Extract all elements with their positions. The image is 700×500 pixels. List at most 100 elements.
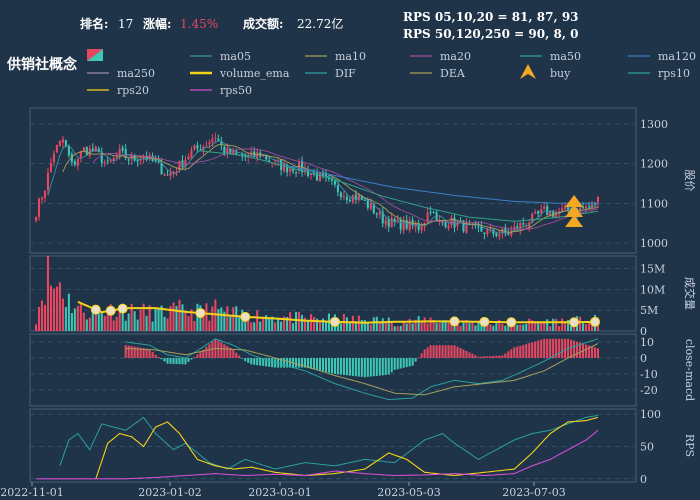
volume-bar — [501, 323, 504, 331]
legend-ma05: ma05 — [190, 50, 251, 63]
candle-body — [540, 209, 543, 214]
rps-tick-label: 0 — [640, 473, 647, 486]
volume-marker — [117, 303, 128, 314]
candle-body — [417, 223, 420, 230]
candle-body — [289, 168, 292, 172]
candle-body — [283, 163, 286, 171]
macd-hist-bar — [244, 358, 247, 362]
macd-hist-bar — [193, 357, 196, 358]
macd-hist-bar — [324, 358, 328, 373]
candle-body — [175, 171, 178, 173]
volume-bar — [208, 320, 211, 331]
legend-candle — [87, 49, 103, 61]
volume-bar — [414, 320, 417, 331]
candle-body — [79, 151, 82, 158]
volume-bar — [480, 324, 483, 331]
candle-body — [130, 155, 133, 160]
legend-label: DEA — [440, 67, 466, 80]
volume-bar — [492, 325, 495, 331]
buy-signal-marker — [565, 195, 584, 207]
candle-body — [118, 149, 121, 156]
volume-bar — [474, 325, 477, 331]
candle-body — [304, 169, 307, 172]
volume-bar — [253, 322, 256, 331]
candle-body — [97, 148, 100, 152]
volume-tick-label: 15M — [640, 263, 665, 276]
candle-body — [590, 202, 594, 208]
candle-body — [522, 223, 525, 225]
candle-body — [537, 210, 540, 214]
volume-bar — [540, 321, 543, 331]
legend-candle-down-swatch — [87, 49, 103, 61]
candle-body — [160, 163, 163, 175]
macd-hist-bar — [498, 355, 501, 358]
volume-bar — [555, 318, 558, 331]
volume-bar — [318, 321, 322, 331]
macd-hist-bar — [405, 358, 408, 368]
candle-body — [596, 196, 600, 203]
volume-bar — [148, 305, 151, 331]
volume-bar — [459, 325, 462, 331]
legend-label: ma05 — [220, 50, 251, 63]
macd-hist-bar — [486, 356, 489, 358]
candle-body — [396, 219, 399, 221]
candle-body — [265, 156, 268, 160]
candle-body — [145, 156, 148, 160]
macd-hist-bar — [510, 349, 513, 358]
volume-bar — [67, 293, 70, 331]
volume-bar — [429, 317, 432, 331]
candle-body — [46, 172, 49, 190]
macd-hist-bar — [241, 358, 244, 359]
macd-hist-bar — [271, 358, 274, 368]
candle-body — [52, 153, 55, 163]
candle-body — [187, 156, 190, 160]
volume-bar — [561, 318, 564, 331]
macd-hist-bar — [154, 354, 157, 358]
volume-marker — [506, 317, 517, 328]
macd-hist-bar — [327, 358, 330, 373]
macd-hist-bar — [504, 353, 507, 358]
candle-body — [579, 207, 582, 212]
candle-body — [363, 200, 366, 202]
volume-bar — [265, 315, 268, 331]
candle-body — [330, 179, 333, 181]
legend-dea: DEA — [410, 67, 466, 80]
macd-hist-bar — [217, 340, 220, 358]
candle-body — [558, 211, 561, 215]
volume-bar — [579, 316, 582, 331]
macd-hist-bar — [564, 338, 567, 358]
macd-hist-bar — [259, 358, 262, 366]
candle-body — [100, 152, 103, 163]
volume-bar — [106, 314, 109, 331]
price-tick-label: 1100 — [640, 197, 668, 210]
legend-label: ma50 — [550, 50, 581, 63]
candle-body — [435, 212, 438, 221]
volume-marker — [449, 316, 460, 327]
macd-hist-bar — [480, 356, 483, 358]
candle-body — [582, 207, 585, 209]
candle-body — [507, 233, 510, 235]
macd-hist-bar — [420, 353, 423, 358]
macd-hist-bar — [304, 358, 307, 368]
macd-hist-bar — [139, 347, 142, 358]
candle-body — [94, 147, 97, 152]
candle-body — [256, 152, 259, 159]
price-frame — [29, 107, 637, 254]
rps-panel: 0 50 100 RPS — [30, 408, 696, 486]
macd-hist-bar — [181, 358, 184, 365]
candle-body — [462, 220, 465, 232]
candle-body — [587, 205, 591, 207]
macd-hist-bar — [375, 358, 378, 376]
legend-dif: DIF — [305, 67, 356, 80]
volume-bar — [420, 320, 423, 331]
candle-body — [190, 149, 193, 159]
macd-hist-bar — [133, 346, 136, 358]
volume-bar — [196, 303, 199, 331]
macd-hist-bar — [438, 345, 441, 358]
macd-hist-bar — [507, 351, 510, 358]
volume-bar — [205, 303, 208, 331]
candle-body — [127, 159, 130, 161]
volume-bar — [34, 324, 38, 331]
volume-bar — [49, 285, 52, 331]
macd-hist-bar — [390, 358, 393, 373]
